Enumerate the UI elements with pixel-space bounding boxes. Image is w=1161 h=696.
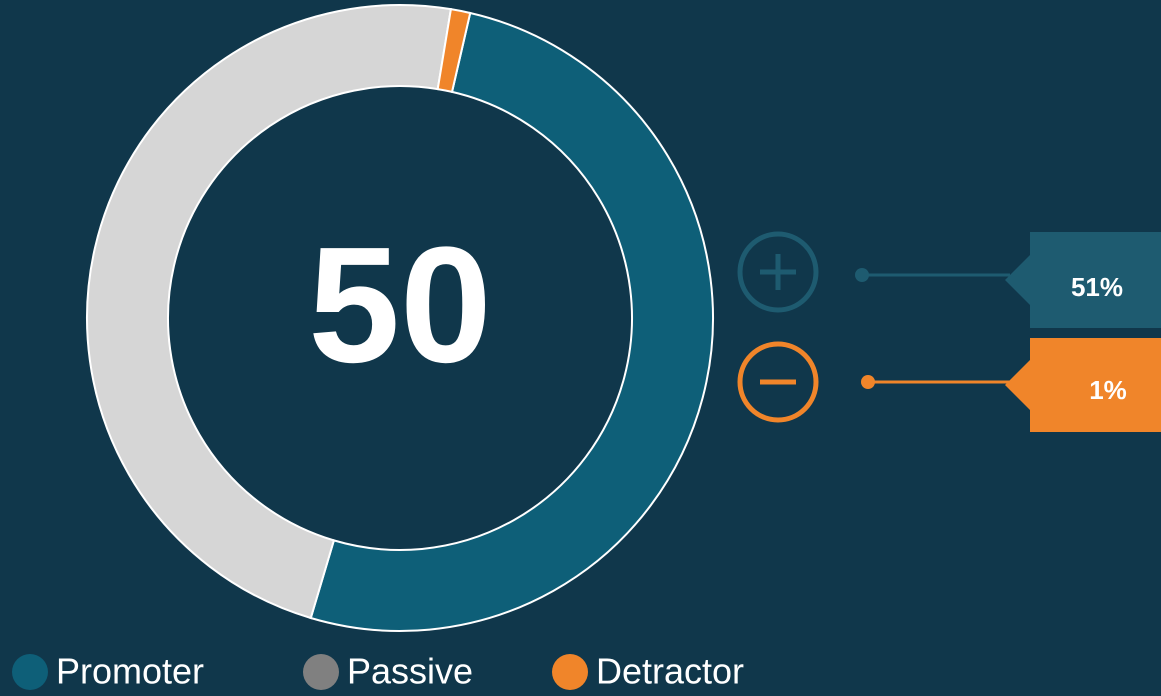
nps-score: 50 — [308, 213, 492, 397]
detractor-label: 1% — [1089, 375, 1127, 405]
donut-segment — [309, 11, 715, 632]
donut-segment — [86, 4, 453, 620]
promoter-label: 51% — [1071, 272, 1123, 302]
legend-marker — [303, 654, 339, 690]
donut-segment — [436, 8, 472, 94]
plus-icon — [737, 231, 819, 313]
detractor-tag — [1005, 338, 1161, 432]
legend-label: Promoter — [56, 651, 204, 692]
legend-marker — [12, 654, 48, 690]
promoter-tag — [1005, 232, 1161, 328]
legend-label: Detractor — [596, 651, 744, 692]
legend-marker — [552, 654, 588, 690]
legend-label: Passive — [347, 651, 473, 692]
minus-icon — [737, 341, 819, 423]
